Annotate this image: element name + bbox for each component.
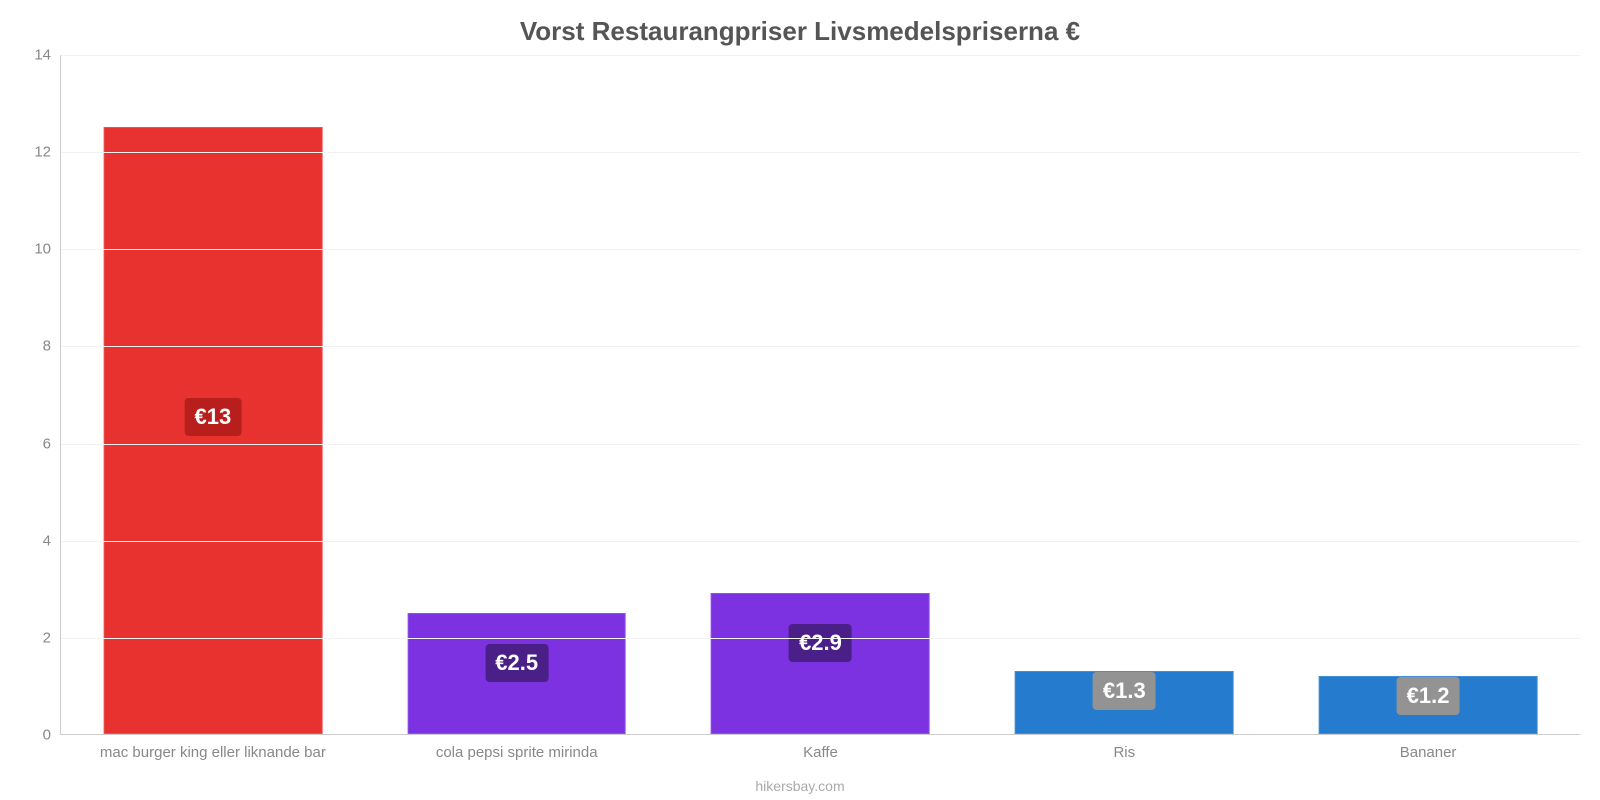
plot-area: €13mac burger king eller liknande bar€2.… [60, 55, 1580, 735]
y-tick-label: 14 [11, 47, 61, 64]
bar-slot: €13mac burger king eller liknande bar [61, 55, 365, 734]
price-bar-chart: Vorst Restaurangpriser Livsmedelsprisern… [0, 0, 1600, 800]
gridline [61, 249, 1580, 250]
y-tick-label: 10 [11, 241, 61, 258]
y-tick-label: 2 [11, 629, 61, 646]
x-tick-label: Ris [1113, 734, 1135, 761]
gridline [61, 152, 1580, 153]
y-tick-label: 0 [11, 727, 61, 744]
x-tick-label: cola pepsi sprite mirinda [436, 734, 598, 761]
attribution-text: hikersbay.com [0, 778, 1600, 794]
bar [711, 593, 930, 734]
y-tick-label: 8 [11, 338, 61, 355]
chart-title: Vorst Restaurangpriser Livsmedelsprisern… [0, 16, 1600, 47]
bar-value-badge: €1.3 [1093, 672, 1156, 710]
y-tick-label: 6 [11, 435, 61, 452]
bar-value-badge: €2.5 [485, 644, 548, 682]
gridline [61, 444, 1580, 445]
bars-group: €13mac burger king eller liknande bar€2.… [61, 55, 1580, 734]
bar-slot: €2.5cola pepsi sprite mirinda [365, 55, 669, 734]
gridline [61, 541, 1580, 542]
y-tick-label: 4 [11, 532, 61, 549]
y-tick-label: 12 [11, 144, 61, 161]
bar-value-badge: €13 [185, 398, 242, 436]
bar-value-badge: €1.2 [1397, 677, 1460, 715]
bar-slot: €2.9Kaffe [669, 55, 973, 734]
bar-value-badge: €2.9 [789, 624, 852, 662]
bar-slot: €1.2Bananer [1276, 55, 1580, 734]
x-tick-label: Kaffe [803, 734, 838, 761]
gridline [61, 55, 1580, 56]
gridline [61, 638, 1580, 639]
bar-slot: €1.3Ris [972, 55, 1276, 734]
x-tick-label: Bananer [1400, 734, 1457, 761]
gridline [61, 346, 1580, 347]
x-tick-label: mac burger king eller liknande bar [100, 734, 326, 761]
